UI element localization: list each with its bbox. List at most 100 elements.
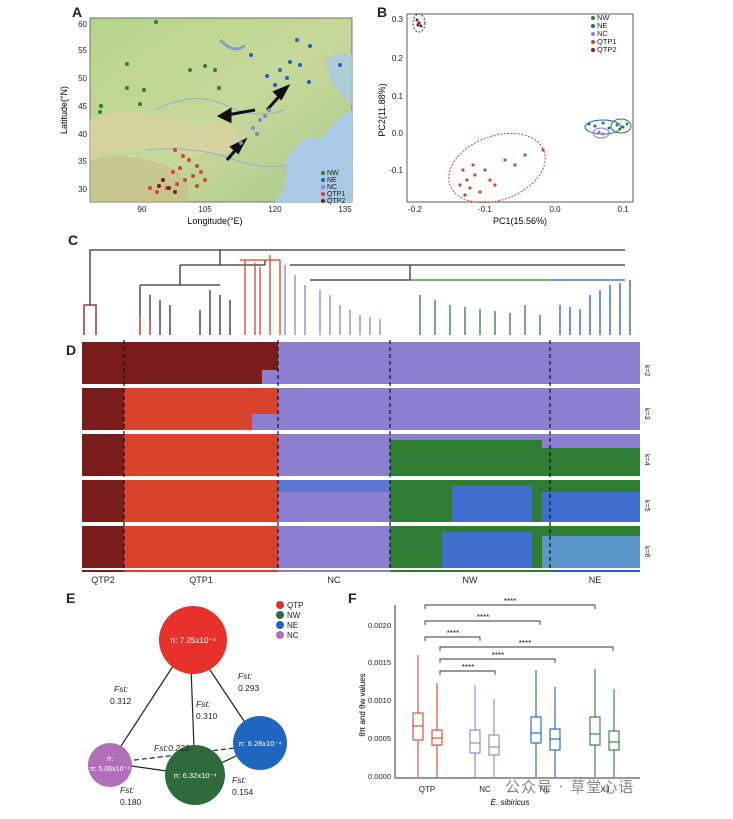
structure-k3 [82,388,640,430]
svg-text:k=3: k=3 [643,408,650,420]
box-xj [589,669,620,777]
svg-text:0.180: 0.180 [120,797,142,807]
pca-y-label: PC2(11.88%) [377,83,387,136]
svg-text:NW: NW [597,13,610,22]
diversity-network: π: 7.25x10⁻⁴ π: π: 5.06x10⁻⁴ π: 6.32x10⁻… [88,601,303,807]
svg-text:0.1: 0.1 [392,92,404,101]
svg-text:0.1: 0.1 [617,205,629,214]
svg-text:π: 7.25x10⁻⁴: π: 7.25x10⁻⁴ [170,636,217,645]
svg-text:NC: NC [479,785,491,794]
svg-text:0.293: 0.293 [238,683,260,693]
svg-text:0.310: 0.310 [196,711,218,721]
svg-text:QTP2: QTP2 [327,198,345,205]
map-y-ticks: 60 55 50 45 40 35 30 [78,20,87,194]
svg-text:90: 90 [138,205,147,214]
svg-text:0.0015: 0.0015 [368,658,391,667]
svg-text:****: **** [462,663,474,672]
panel-letter-e: E [66,590,76,606]
box-qtp [412,655,443,777]
panel-letter-f: F [348,590,357,606]
svg-text:k=6: k=6 [643,546,650,558]
pca-x-label: PC1(15.56%) [493,216,547,226]
map-points-qtp2 [157,178,177,194]
svg-text:QTP1: QTP1 [597,37,617,46]
svg-text:QTP: QTP [419,785,435,794]
svg-text:55: 55 [78,46,87,55]
svg-text:0.312: 0.312 [110,696,132,706]
svg-text:120: 120 [268,205,282,214]
svg-text:NW: NW [287,611,301,620]
svg-text:40: 40 [78,130,87,139]
svg-text:NE: NE [539,785,550,794]
svg-text:NE: NE [589,575,602,585]
svg-text:NC: NC [287,631,299,640]
map-legend: NW NE NC QTP1 QTP2 [321,170,345,205]
svg-text:0.0: 0.0 [549,205,561,214]
map-y-label: Latitude(°N) [59,86,69,134]
svg-text:π: 5.06x10⁻⁴: π: 5.06x10⁻⁴ [90,766,130,773]
map-x-ticks: 90 105 120 135 [138,205,353,214]
map-points-nw [98,20,221,114]
structure-k5 [82,480,640,522]
structure-plot: k=2 k=3 k=4 k=5 k=6 QTP2 QTP1 NC NW NE [82,340,650,585]
svg-text:QTP1: QTP1 [189,575,213,585]
svg-text:0.2: 0.2 [392,54,404,63]
panel-letter-d: D [66,342,77,358]
node-ne [233,716,287,770]
structure-k4 [82,434,640,476]
map-panel: 90 105 120 135 60 55 50 45 40 35 30 Long… [59,17,353,226]
sig-brackets [424,604,614,675]
map-points-qtp1 [148,148,207,194]
structure-group-labels: QTP2 QTP1 NC NW NE [91,575,601,585]
svg-text:Fst:: Fst: [120,785,135,795]
svg-text:****: **** [477,613,489,622]
panel-letter-b: B [377,4,388,20]
node-qtp [159,606,227,674]
svg-text:NW: NW [463,575,478,585]
svg-text:-0.1: -0.1 [389,166,403,175]
pca-y-ticks: 0.3 0.2 0.1 0.0 -0.1 [389,15,403,175]
svg-text:Fst:: Fst: [232,775,247,785]
box-ne [530,670,561,777]
svg-text:NE: NE [287,621,298,630]
svg-text:****: **** [504,597,516,606]
box-nc [469,685,500,777]
structure-k-labels: k=2 k=3 k=4 k=5 k=6 [643,365,650,558]
svg-text:****: **** [492,651,504,660]
pca-panel: 0.3 0.2 0.1 0.0 -0.1 -0.2 -0.1 0.0 0.1 P… [377,13,634,226]
svg-text:0.0020: 0.0020 [368,621,391,630]
svg-text:0.154: 0.154 [232,787,254,797]
svg-text:Fst:0.222: Fst:0.222 [154,743,190,753]
map-points-ne [249,38,342,87]
svg-text:0.0000: 0.0000 [368,772,391,781]
svg-text:NE: NE [327,177,337,184]
svg-text:50: 50 [78,74,87,83]
svg-text:35: 35 [78,157,87,166]
svg-text:k=2: k=2 [643,365,650,377]
svg-text:0.3: 0.3 [392,15,404,24]
svg-text:NC: NC [328,575,341,585]
sig-labels: **** **** **** **** **** **** [447,597,531,672]
structure-k6 [82,526,640,568]
map-points-nc [239,108,271,145]
watermark: 公众号 · 草堂心语 [505,778,635,796]
phylogenetic-tree [83,249,631,335]
svg-text:30: 30 [78,185,87,194]
svg-text:45: 45 [78,102,87,111]
svg-text:QTP1: QTP1 [327,191,345,198]
panel-letter-c: C [68,232,79,248]
svg-text:Fst:: Fst: [238,671,253,681]
svg-text:π:: π: [107,756,114,763]
node-nc [88,743,132,787]
pca-x-ticks: -0.2 -0.1 0.0 0.1 [408,205,629,214]
svg-text:QTP: QTP [287,601,303,610]
svg-text:105: 105 [198,205,212,214]
svg-text:-0.2: -0.2 [408,205,422,214]
svg-text:NC: NC [327,184,337,191]
panel-letter-a: A [72,4,83,20]
dispersal-arrows [216,83,291,161]
svg-text:NE: NE [597,21,607,30]
svg-text:Fst:: Fst: [114,684,129,694]
svg-text:k=4: k=4 [643,454,650,466]
svg-text:0.0: 0.0 [392,129,404,138]
